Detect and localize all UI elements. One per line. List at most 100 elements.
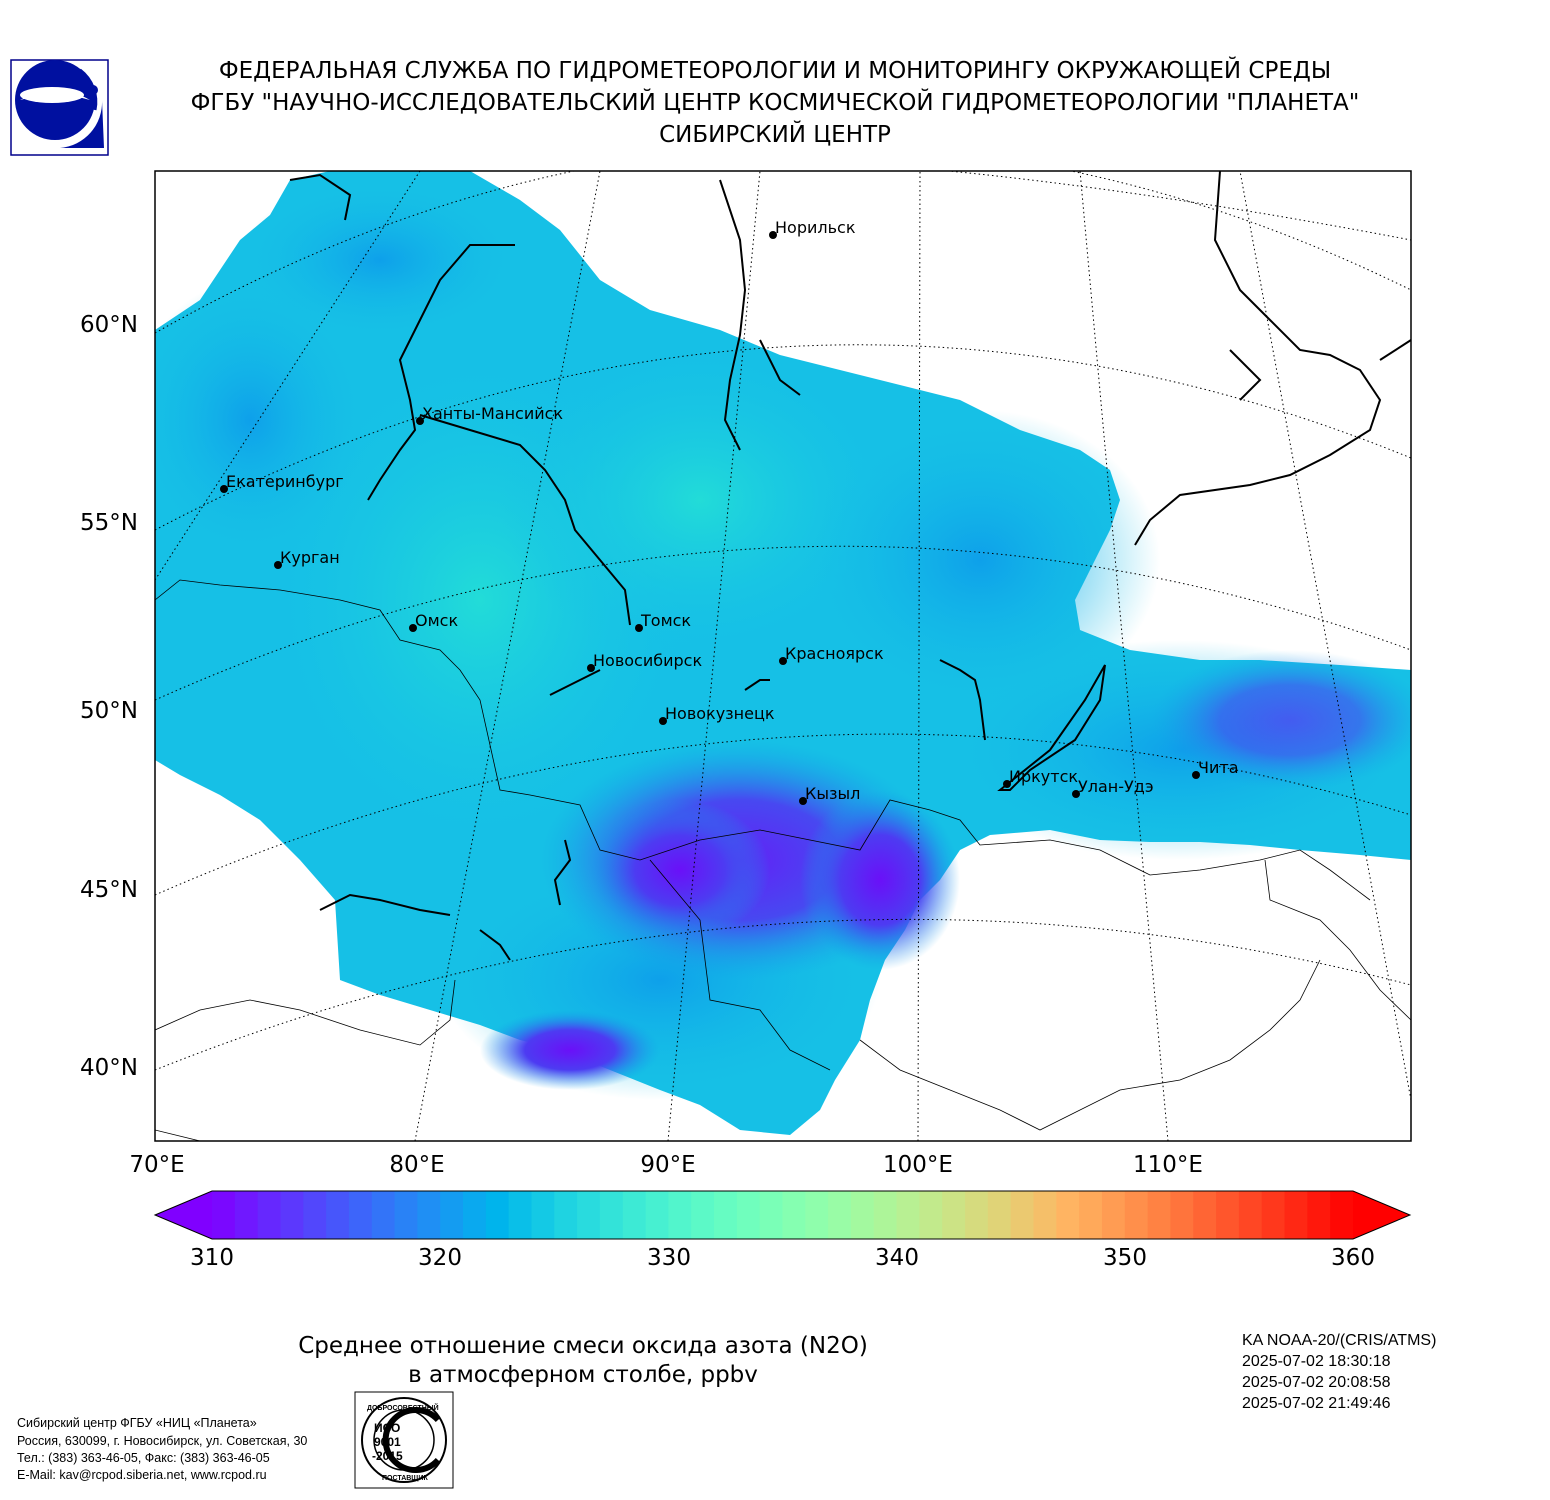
colorbar-bin [873,1191,898,1239]
colorbar-tick-340: 340 [875,1245,919,1271]
colorbar-tick-310: 310 [190,1245,234,1271]
colorbar-bin [257,1191,282,1239]
colorbar-bin [987,1191,1012,1239]
lon-label-70: 70°E [129,1152,185,1178]
colorbar-bin [1330,1191,1354,1239]
header-line-2: ФГБУ "НАУЧНО-ИССЛЕДОВАТЕЛЬСКИЙ ЦЕНТР КОС… [190,90,1360,116]
colorbar-bin [691,1191,715,1239]
iso-stamp-top: ДОБРОСОВЕСТНЫЙ [367,1403,439,1412]
colorbar-bin [1261,1191,1286,1239]
satellite-time-2: 2025-07-02 20:08:58 [1242,1374,1391,1391]
colorbar-bin [805,1191,829,1239]
swath-blue-north [240,180,520,340]
colorbar-bin [942,1191,966,1239]
colorbar-bin [1193,1191,1217,1239]
lon-label-80: 80°E [389,1152,445,1178]
colorbar-bin [919,1191,943,1239]
lon-label-100: 100°E [883,1152,953,1178]
satellite-name: KA NOAA-20/(CRIS/ATMS) [1242,1332,1437,1349]
colorbar-bin [965,1191,989,1239]
colorbar-bin [485,1191,510,1239]
graticule-latitudes [155,171,1411,1071]
map-frame [154,170,1412,1142]
colorbar [153,1190,1412,1240]
lat-label-50: 50°N [80,698,138,724]
lat-label-45: 45°N [80,877,138,903]
colorbar-bin [326,1191,350,1239]
colorbar-outline [153,1190,1412,1240]
rivers [289,171,1411,961]
colorbar-bin [599,1191,624,1239]
colorbar-bin [371,1191,396,1239]
colorbar-bin [531,1191,555,1239]
satellite-time-3: 2025-07-02 21:49:46 [1242,1395,1391,1412]
colorbar-tick-360: 360 [1331,1245,1375,1271]
planeta-logo [10,59,109,156]
colorbar-bin [622,1191,647,1239]
iso-stamp [354,1391,454,1489]
colorbar-bin [1124,1191,1149,1239]
colorbar-bin [1238,1191,1263,1239]
colorbar-bin [645,1191,669,1239]
colorbar-bin [394,1191,418,1239]
colorbar-tick-320: 320 [418,1245,462,1271]
graticule-longitudes [155,171,1411,1141]
colorbar-bin [280,1191,304,1239]
swath-violet-sw [480,1010,660,1090]
swath-blue-west [155,280,370,560]
product-title-line-1: Среднее отношение смеси оксида азота (N2… [298,1333,868,1359]
colorbar-bin [1010,1191,1035,1239]
colorbar-tick-350: 350 [1103,1245,1147,1271]
lat-label-60: 60°N [80,312,138,338]
colorbar-bin [417,1191,441,1239]
contact-line-4: E-Mail: kav@rcpod.siberia.net, www.rcpod… [17,1468,267,1482]
colorbar-bin [1147,1191,1172,1239]
lon-label-110: 110°E [1133,1152,1203,1178]
colorbar-bin [348,1191,373,1239]
colorbar-bin [1079,1191,1103,1239]
swath-violet-east [1150,650,1411,790]
colorbar-bin [508,1191,533,1239]
contact-line-3: Тел.: (383) 363-46-05, Факс: (383) 363-4… [17,1451,270,1465]
contact-line-2: Россия, 630099, г. Новосибирск, ул. Сове… [17,1434,308,1448]
header-line-3: СИБИРСКИЙ ЦЕНТР [659,122,891,148]
colorbar-bin [554,1191,578,1239]
satellite-time-1: 2025-07-02 18:30:18 [1242,1353,1391,1370]
colorbar-bin [1284,1191,1308,1239]
colorbar-extend-low [155,1191,212,1239]
colorbar-bin [1170,1191,1194,1239]
contact-line-1: Сибирский центр ФГБУ «НИЦ «Планета» [17,1416,257,1430]
colorbar-bin [577,1191,601,1239]
country-borders [155,579,1411,1141]
colorbar-bin [850,1191,875,1239]
colorbar-bin [1307,1191,1331,1239]
colorbar-bin [463,1191,487,1239]
colorbar-extend-high [1353,1191,1410,1239]
colorbar-bin [212,1191,236,1239]
swath-violet-altai-core [590,800,770,940]
colorbar-bin [303,1191,327,1239]
header-line-1: ФЕДЕРАЛЬНАЯ СЛУЖБА ПО ГИДРОМЕТЕОРОЛОГИИ … [218,58,1332,84]
iso-stamp-bottom: ПОСТАВЩИК [382,1475,428,1482]
colorbar-bin [440,1191,464,1239]
swath-blue-east [800,410,1160,710]
colorbar-bin [234,1191,259,1239]
colorbar-bin [782,1191,806,1239]
product-title-line-2: в атмосферном столбе, ppbv [408,1362,758,1388]
colorbar-bin [1056,1191,1080,1239]
iso-stamp-text-2: 9001 [374,1435,401,1449]
colorbar-bin [1216,1191,1240,1239]
swath-violet-mongolia [800,790,960,970]
colorbar-bin [1033,1191,1057,1239]
colorbar-bin [759,1191,784,1239]
swath-light-zone-2 [500,340,900,660]
lat-label-40: 40°N [80,1055,138,1081]
colorbar-tick-330: 330 [647,1245,691,1271]
colorbar-bin [714,1191,738,1239]
colorbar-bin [1101,1191,1126,1239]
iso-stamp-text-1: ИСО [374,1421,400,1435]
colorbar-bin [668,1191,692,1239]
colorbar-bin [736,1191,761,1239]
lon-label-90: 90°E [640,1152,696,1178]
